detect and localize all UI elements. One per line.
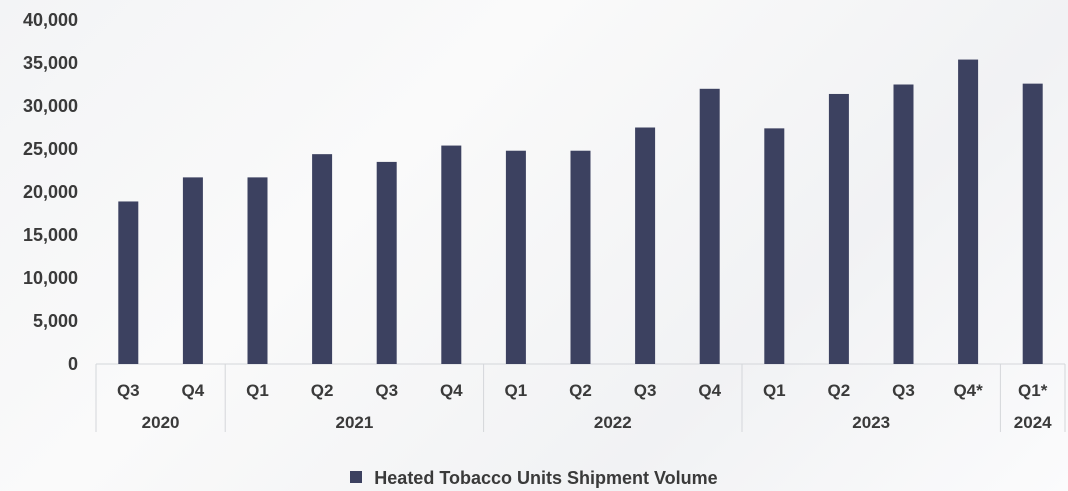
x-tick-label: Q4* [953,381,983,400]
x-tick-label: Q4 [698,381,721,400]
y-tick-label: 5,000 [33,311,78,331]
x-tick-label: Q4 [182,381,205,400]
y-tick-label: 20,000 [23,182,78,202]
bar [764,128,785,364]
group-label: 2020 [142,413,180,432]
y-tick-label: 10,000 [23,268,78,288]
group-label: 2022 [594,413,632,432]
x-tick-label: Q1 [505,381,528,400]
x-tick-label: Q2 [828,381,851,400]
group-label: 2021 [335,413,373,432]
x-tick-label: Q4 [440,381,463,400]
bar [505,150,526,364]
legend-swatch [350,471,363,483]
bar [441,145,462,364]
y-tick-label: 30,000 [23,96,78,116]
bar [312,154,333,364]
group-label: 2023 [852,413,890,432]
x-tick-label: Q1 [246,381,269,400]
y-tick-label: 15,000 [23,225,78,245]
bar [958,59,979,365]
bar-chart: 0 5,000 10,000 15,000 20,000 25,000 30,000 35,0… [23,10,1066,432]
x-tick-label: Q3 [892,381,915,400]
bar [376,161,397,364]
x-tick-label: Q2 [311,381,334,400]
bar [118,201,139,364]
bar [635,127,656,364]
x-tick-label: Q3 [117,381,140,400]
bar [570,150,591,364]
y-tick-label: 40,000 [23,10,78,30]
x-tick-label: Q3 [634,381,657,400]
y-tick-label: 35,000 [23,53,78,73]
bar [1022,83,1043,364]
legend: Heated Tobacco Units Shipment Volume [0,468,1068,489]
x-tick-label: Q2 [569,381,592,400]
bar [182,177,203,364]
x-tick-label: Q1 [763,381,786,400]
bar [247,177,268,364]
bar [699,88,720,365]
group-label: 2024 [1014,413,1052,432]
y-tick-label: 25,000 [23,139,78,159]
x-tick-label: Q3 [375,381,398,400]
x-tick-label: Q1* [1018,381,1048,400]
bar [893,84,914,364]
bar [828,93,849,365]
legend-label: Heated Tobacco Units Shipment Volume [374,468,718,488]
y-tick-label: 0 [68,354,78,374]
